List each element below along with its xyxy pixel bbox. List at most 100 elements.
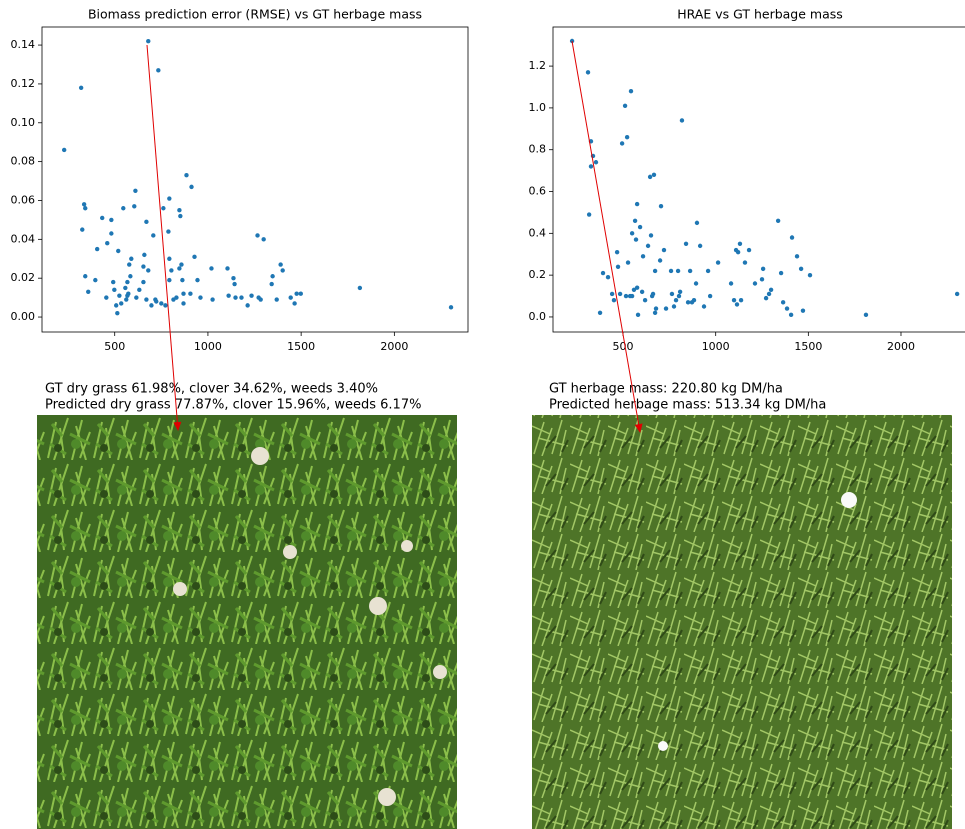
point bbox=[167, 278, 171, 282]
point bbox=[192, 255, 196, 259]
point bbox=[289, 295, 293, 299]
y-tick-label: 1.0 bbox=[529, 101, 547, 114]
point bbox=[654, 306, 658, 310]
point bbox=[659, 204, 663, 208]
point bbox=[82, 202, 86, 206]
point bbox=[278, 262, 282, 266]
point bbox=[735, 302, 739, 306]
point bbox=[167, 257, 171, 261]
point bbox=[799, 267, 803, 271]
grass-photo bbox=[37, 415, 457, 829]
point bbox=[702, 304, 706, 308]
point bbox=[112, 288, 116, 292]
chart-title: Biomass prediction error (RMSE) vs GT he… bbox=[88, 7, 422, 22]
point bbox=[598, 311, 602, 315]
chart-title: HRAE vs GT herbage mass bbox=[677, 7, 843, 22]
point bbox=[104, 295, 108, 299]
point bbox=[764, 296, 768, 300]
point bbox=[641, 254, 645, 258]
point bbox=[747, 248, 751, 252]
annotation: Predicted herbage mass: 513.34 kg DM/ha bbox=[549, 398, 826, 413]
point bbox=[93, 278, 97, 282]
point bbox=[177, 266, 181, 270]
point bbox=[616, 265, 620, 269]
point bbox=[676, 269, 680, 273]
point bbox=[638, 225, 642, 229]
point bbox=[649, 233, 653, 237]
point bbox=[255, 233, 259, 237]
point bbox=[179, 262, 183, 266]
y-tick-label: 0.06 bbox=[11, 193, 36, 206]
annotation: GT dry grass 61.98%, clover 34.62%, weed… bbox=[45, 382, 378, 397]
annotation: Predicted dry grass 77.87%, clover 15.96… bbox=[45, 398, 421, 413]
point bbox=[634, 237, 638, 241]
y-tick-label: 0.6 bbox=[529, 185, 547, 198]
point bbox=[677, 294, 681, 298]
point bbox=[753, 281, 757, 285]
point bbox=[761, 267, 765, 271]
point bbox=[114, 303, 118, 307]
point bbox=[111, 280, 115, 284]
point bbox=[738, 242, 742, 246]
point bbox=[620, 141, 624, 145]
point bbox=[133, 189, 137, 193]
point bbox=[231, 276, 235, 280]
point bbox=[626, 260, 630, 264]
x-tick-label: 2000 bbox=[887, 340, 915, 353]
x-tick-label: 1500 bbox=[794, 340, 822, 353]
point bbox=[86, 290, 90, 294]
point bbox=[299, 292, 303, 296]
grass-photo bbox=[532, 415, 952, 829]
point bbox=[149, 303, 153, 307]
point bbox=[664, 306, 668, 310]
arrow bbox=[147, 45, 178, 430]
point bbox=[864, 313, 868, 317]
point bbox=[225, 266, 229, 270]
x-tick-label: 2000 bbox=[380, 340, 408, 353]
point bbox=[955, 292, 959, 296]
point bbox=[141, 264, 145, 268]
point bbox=[646, 244, 650, 248]
point bbox=[449, 305, 453, 309]
point bbox=[706, 269, 710, 273]
point bbox=[680, 118, 684, 122]
point bbox=[178, 214, 182, 218]
point bbox=[137, 288, 141, 292]
point bbox=[124, 297, 128, 301]
y-tick-label: 0.14 bbox=[11, 38, 36, 51]
point bbox=[166, 229, 170, 233]
point bbox=[781, 300, 785, 304]
point bbox=[686, 300, 690, 304]
point bbox=[618, 292, 622, 296]
y-tick-label: 1.2 bbox=[529, 59, 547, 72]
point bbox=[144, 297, 148, 301]
y-tick-label: 0.0 bbox=[529, 310, 547, 323]
point bbox=[789, 313, 793, 317]
point bbox=[154, 299, 158, 303]
point bbox=[776, 219, 780, 223]
point bbox=[653, 269, 657, 273]
point bbox=[589, 164, 593, 168]
point bbox=[801, 308, 805, 312]
point bbox=[95, 247, 99, 251]
point bbox=[610, 292, 614, 296]
plots: Biomass prediction error (RMSE) vs GT he… bbox=[11, 7, 965, 354]
figure: GT dry grass 61.98%, clover 34.62%, weed… bbox=[0, 0, 965, 829]
point bbox=[83, 206, 87, 210]
point bbox=[760, 277, 764, 281]
point bbox=[739, 298, 743, 302]
point bbox=[684, 242, 688, 246]
point bbox=[292, 301, 296, 305]
point bbox=[625, 135, 629, 139]
point bbox=[653, 311, 657, 315]
point bbox=[184, 173, 188, 177]
point bbox=[125, 280, 129, 284]
point bbox=[123, 286, 127, 290]
point bbox=[692, 298, 696, 302]
point bbox=[275, 297, 279, 301]
point bbox=[669, 269, 673, 273]
point bbox=[115, 311, 119, 315]
point bbox=[146, 268, 150, 272]
point bbox=[146, 39, 150, 43]
point bbox=[126, 292, 130, 296]
